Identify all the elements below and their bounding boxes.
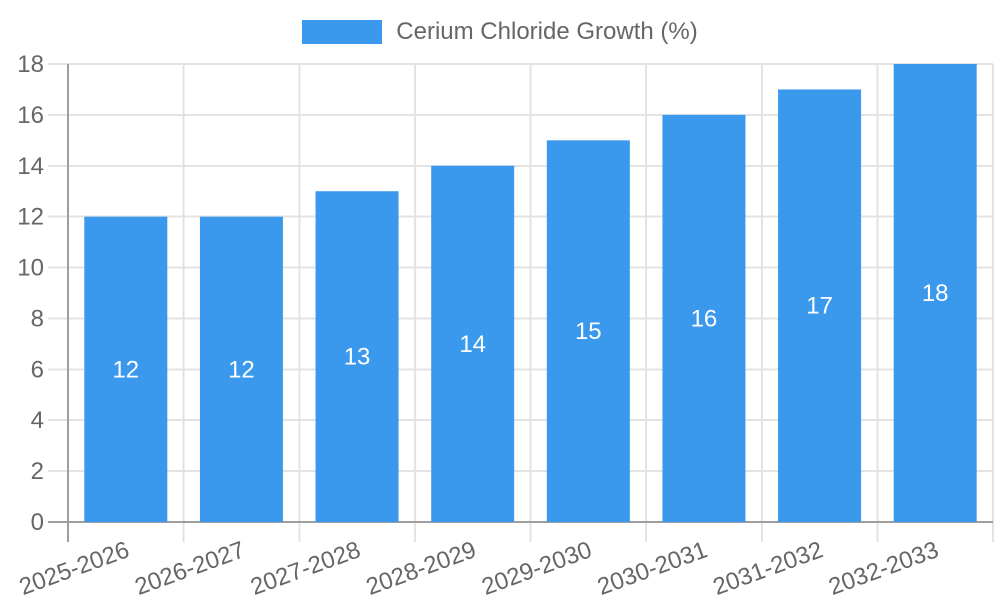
bar-value-label: 13 bbox=[344, 344, 371, 371]
bar-2025-2026[interactable] bbox=[84, 216, 168, 522]
y-tick-label-6: 6 bbox=[31, 356, 44, 383]
y-tick-label-14: 14 bbox=[17, 153, 44, 180]
bar-2029-2030[interactable] bbox=[546, 140, 630, 523]
bar-value-label: 12 bbox=[112, 356, 139, 383]
vertical-gridlines bbox=[182, 64, 994, 542]
y-tick-label-12: 12 bbox=[17, 204, 44, 231]
bars-group bbox=[84, 64, 977, 523]
legend: Cerium Chloride Growth (%) bbox=[0, 20, 1000, 44]
bar-value-label: 12 bbox=[228, 356, 255, 383]
legend-label: Cerium Chloride Growth (%) bbox=[396, 18, 698, 45]
bar-2026-2027[interactable] bbox=[199, 216, 283, 522]
y-tick-label-16: 16 bbox=[17, 102, 44, 129]
legend-swatch bbox=[302, 20, 383, 44]
x-tick-label-2027-2028: 2027-2028 bbox=[247, 536, 364, 600]
bar-2032-2033[interactable] bbox=[893, 64, 977, 522]
x-tick-label-2032-2033: 2032-2033 bbox=[825, 536, 942, 600]
x-tick-label-2025-2026: 2025-2026 bbox=[16, 536, 133, 600]
bar-2028-2029[interactable] bbox=[431, 165, 515, 522]
x-axis-tick-labels: 2025-20262026-20272027-20282028-20292029… bbox=[16, 536, 942, 600]
x-tick-label-2028-2029: 2028-2029 bbox=[363, 536, 480, 600]
y-tick-label-2: 2 bbox=[31, 458, 44, 485]
y-tick-label-0: 0 bbox=[31, 509, 44, 536]
bar-2030-2031[interactable] bbox=[662, 114, 746, 522]
bar-value-label: 14 bbox=[459, 331, 486, 358]
x-tick-label-2026-2027: 2026-2027 bbox=[131, 536, 248, 600]
bar-2027-2028[interactable] bbox=[315, 191, 399, 522]
bar-2031-2032[interactable] bbox=[778, 89, 862, 522]
y-tick-label-8: 8 bbox=[31, 305, 44, 332]
y-axis-tick-labels: 0 2 4 6 8 10 12 14 16 18 bbox=[17, 51, 44, 536]
y-tick-label-10: 10 bbox=[17, 255, 44, 282]
y-tick-label-18: 18 bbox=[17, 51, 44, 78]
bar-value-label: 17 bbox=[806, 293, 833, 320]
bar-value-label: 18 bbox=[922, 280, 949, 307]
bar-value-labels: 12 12 13 14 15 16 17 18 bbox=[112, 280, 948, 383]
bar-value-label: 16 bbox=[691, 305, 718, 332]
x-tick-label-2030-2031: 2030-2031 bbox=[594, 536, 711, 600]
x-tick-label-2029-2030: 2029-2030 bbox=[478, 536, 595, 600]
x-tick-label-2031-2032: 2031-2032 bbox=[710, 536, 827, 600]
y-tick-label-4: 4 bbox=[31, 407, 44, 434]
bar-value-label: 15 bbox=[575, 318, 602, 345]
legend-item[interactable]: Cerium Chloride Growth (%) bbox=[302, 18, 698, 45]
